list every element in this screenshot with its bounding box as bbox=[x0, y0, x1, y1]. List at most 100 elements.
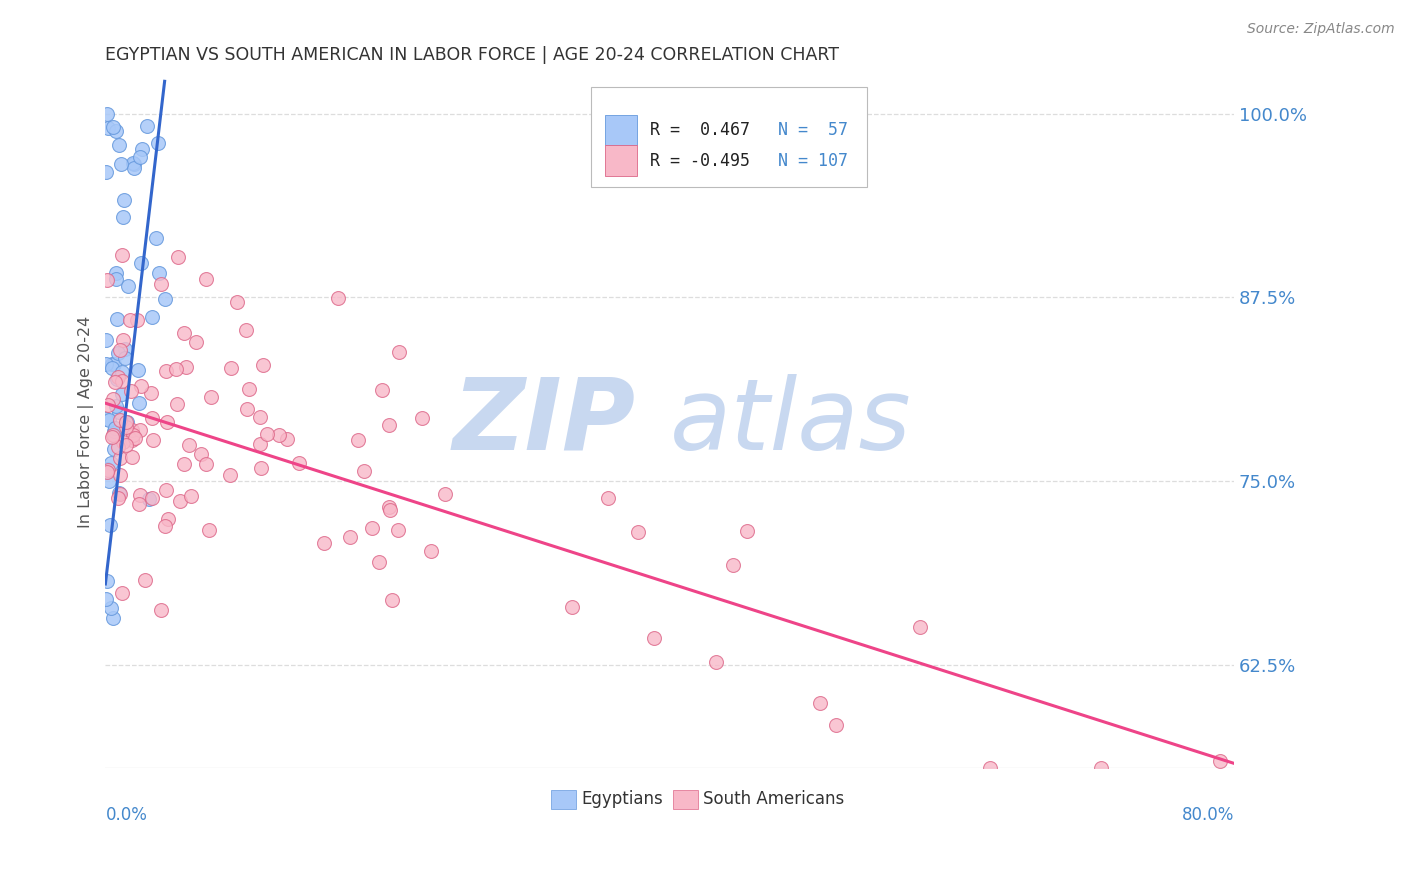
Point bbox=[226, 295, 249, 310]
Point bbox=[105, 266, 128, 280]
Point bbox=[378, 500, 401, 515]
Point bbox=[153, 292, 176, 306]
Point bbox=[129, 379, 152, 393]
Point bbox=[141, 491, 163, 505]
Point bbox=[250, 460, 273, 475]
Point bbox=[108, 413, 131, 427]
Point bbox=[94, 165, 117, 179]
Point bbox=[121, 428, 143, 442]
Point bbox=[420, 544, 443, 558]
Point bbox=[111, 210, 134, 224]
Point bbox=[98, 518, 121, 533]
Point bbox=[411, 410, 433, 425]
Text: EGYPTIAN VS SOUTH AMERICAN IN LABOR FORCE | AGE 20-24 CORRELATION CHART: EGYPTIAN VS SOUTH AMERICAN IN LABOR FORC… bbox=[105, 46, 839, 64]
Point bbox=[184, 334, 207, 349]
Point bbox=[198, 523, 221, 537]
Point bbox=[146, 136, 169, 151]
Point bbox=[101, 120, 124, 134]
Point bbox=[252, 358, 274, 372]
Text: atlas: atlas bbox=[669, 374, 911, 471]
FancyBboxPatch shape bbox=[605, 145, 637, 176]
Point bbox=[353, 464, 375, 478]
Point bbox=[173, 457, 195, 471]
FancyBboxPatch shape bbox=[591, 87, 868, 187]
Point bbox=[256, 427, 278, 442]
Point bbox=[149, 603, 172, 617]
Point bbox=[704, 655, 727, 669]
Point bbox=[148, 266, 170, 280]
Point bbox=[127, 363, 149, 377]
Point bbox=[105, 311, 128, 326]
Point bbox=[96, 398, 118, 412]
Point bbox=[114, 194, 136, 208]
Point bbox=[121, 450, 143, 465]
Point bbox=[219, 467, 242, 482]
Point bbox=[380, 592, 402, 607]
Point bbox=[128, 488, 150, 502]
Text: R =  0.467: R = 0.467 bbox=[651, 121, 751, 139]
Point bbox=[723, 558, 745, 573]
Point bbox=[169, 493, 191, 508]
Point bbox=[108, 467, 131, 482]
Point bbox=[238, 382, 260, 396]
FancyBboxPatch shape bbox=[673, 789, 697, 809]
Point bbox=[97, 474, 120, 488]
Point bbox=[115, 415, 138, 429]
Point bbox=[339, 530, 361, 544]
Point bbox=[155, 363, 177, 377]
Point bbox=[643, 631, 665, 645]
Point bbox=[910, 620, 932, 634]
Point bbox=[103, 428, 125, 442]
Point bbox=[105, 399, 128, 413]
Point bbox=[96, 273, 118, 287]
Point bbox=[115, 415, 138, 429]
Point bbox=[101, 611, 124, 625]
Text: Source: ZipAtlas.com: Source: ZipAtlas.com bbox=[1247, 22, 1395, 37]
Point bbox=[156, 415, 179, 429]
Point bbox=[96, 465, 118, 479]
Point bbox=[111, 386, 134, 401]
Point bbox=[111, 333, 134, 347]
Point bbox=[596, 491, 619, 505]
Point bbox=[111, 365, 134, 379]
Point bbox=[108, 485, 131, 500]
Point bbox=[235, 323, 257, 337]
Text: N = 107: N = 107 bbox=[778, 152, 848, 169]
Point bbox=[122, 155, 145, 169]
Point bbox=[153, 519, 176, 533]
Text: ZIP: ZIP bbox=[453, 374, 636, 471]
Point bbox=[129, 150, 152, 164]
Point bbox=[165, 362, 187, 376]
Point bbox=[808, 696, 831, 710]
Point bbox=[269, 428, 291, 442]
Point bbox=[138, 491, 160, 506]
Point bbox=[97, 463, 120, 477]
Point bbox=[121, 433, 143, 447]
Point bbox=[122, 161, 145, 176]
Point bbox=[139, 385, 162, 400]
Point bbox=[115, 420, 138, 434]
Point bbox=[96, 107, 118, 121]
Point bbox=[110, 374, 132, 388]
Point bbox=[100, 600, 122, 615]
Point bbox=[200, 390, 222, 404]
Point bbox=[107, 491, 129, 506]
Point bbox=[142, 433, 165, 447]
Point bbox=[276, 433, 298, 447]
Point bbox=[107, 370, 129, 384]
Point bbox=[111, 586, 134, 600]
Point bbox=[387, 523, 409, 537]
Point bbox=[117, 279, 139, 293]
Point bbox=[166, 397, 188, 411]
Point bbox=[107, 137, 129, 152]
Point bbox=[371, 383, 394, 397]
Point bbox=[1208, 754, 1230, 768]
Text: 0.0%: 0.0% bbox=[105, 805, 148, 823]
Point bbox=[101, 392, 124, 406]
Point bbox=[100, 430, 122, 444]
Point bbox=[108, 486, 131, 500]
Point bbox=[120, 384, 142, 399]
Text: R = -0.495: R = -0.495 bbox=[651, 152, 751, 169]
Point bbox=[128, 497, 150, 511]
Point bbox=[737, 524, 759, 539]
